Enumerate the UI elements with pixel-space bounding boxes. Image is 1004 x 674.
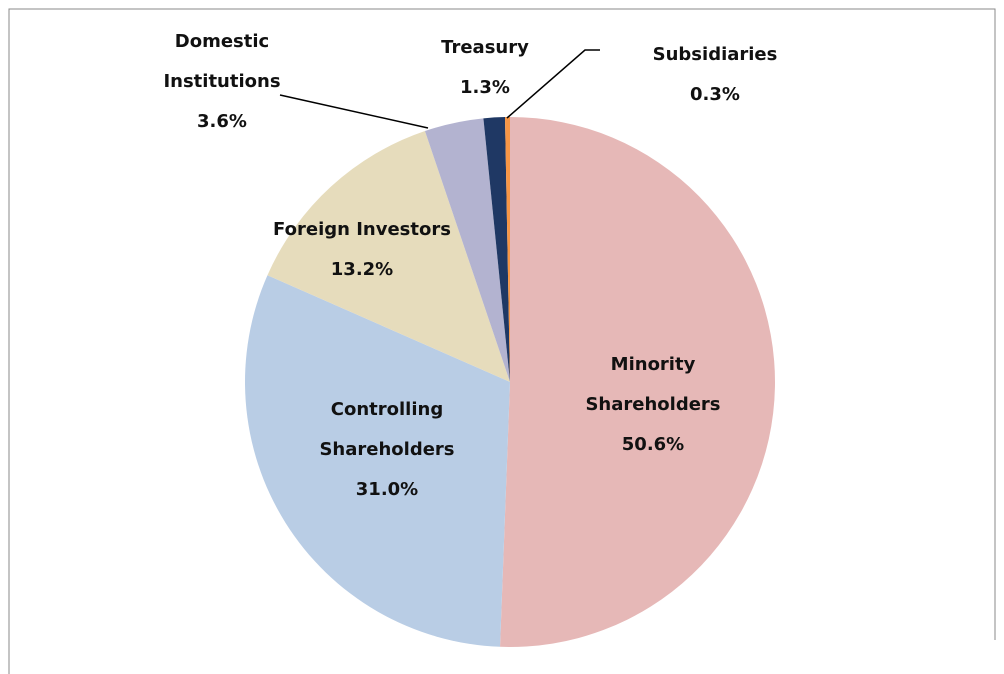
- value-label: 1.3%: [460, 77, 510, 98]
- category-label: Minority Shareholders: [585, 354, 721, 415]
- slice-label: Controlling Shareholders 31.0%: [307, 390, 467, 510]
- pie: [244, 117, 775, 647]
- category-label: Subsidiaries: [652, 44, 778, 65]
- pie-slice: [267, 131, 510, 382]
- category-label: Foreign Investors: [273, 219, 451, 240]
- value-label: 13.2%: [330, 259, 394, 280]
- value-label: 31.0%: [355, 479, 419, 500]
- pie-slice: [500, 117, 775, 647]
- pie-slice: [244, 275, 510, 647]
- slice-label: Treasury 1.3%: [425, 28, 545, 108]
- category-label: Controlling Shareholders: [319, 399, 455, 460]
- slice-label: Domestic Institutions 3.6%: [152, 22, 292, 142]
- category-label: Domestic Institutions: [163, 31, 281, 92]
- value-label: 0.3%: [690, 84, 740, 105]
- slice-label: Subsidiaries 0.3%: [640, 35, 790, 115]
- leader-line: [279, 94, 429, 129]
- chart-frame: [8, 8, 996, 674]
- value-label: 50.6%: [621, 434, 685, 455]
- pie-slice: [505, 117, 510, 382]
- slice-label: Foreign Investors 13.2%: [252, 210, 472, 290]
- slice-label: Minority Shareholders 50.6%: [573, 345, 733, 465]
- value-label: 3.6%: [197, 111, 247, 132]
- pie-slice: [424, 118, 510, 382]
- leader-line: [506, 49, 600, 119]
- category-label: Treasury: [441, 37, 529, 58]
- pie-slice: [483, 117, 510, 383]
